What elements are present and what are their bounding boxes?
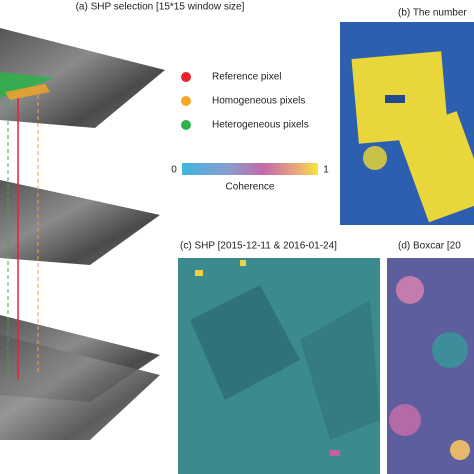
panel-title: (b) The number — [398, 8, 467, 19]
panel-title: (a) SHP selection [15*15 window size] — [76, 2, 245, 13]
colorbar-label: Coherence — [226, 182, 275, 193]
legend-label: Homogeneous pixels — [212, 96, 305, 107]
legend-marker — [181, 120, 191, 130]
image-layer — [0, 28, 165, 128]
image-layer — [0, 180, 160, 265]
colorbar — [182, 163, 318, 175]
colorbar-tick: 0 — [171, 165, 177, 176]
image-b — [340, 22, 474, 225]
legend-marker — [181, 72, 191, 82]
legend-marker — [181, 96, 191, 106]
image-d — [387, 258, 474, 474]
image-c — [178, 258, 380, 474]
image-stack — [0, 28, 165, 440]
panel-title: (d) Boxcar [20 — [398, 241, 461, 252]
legend-label: Heterogeneous pixels — [212, 120, 309, 131]
legend-label: Reference pixel — [212, 72, 281, 83]
legend: Reference pixel Homogeneous pixels Heterog… — [181, 72, 309, 131]
window — [5, 84, 50, 100]
image-layer — [0, 335, 160, 440]
colorbar-tick: 1 — [323, 165, 329, 176]
panel-title: (c) SHP [2015-12-11 & 2016-01-24] — [180, 241, 337, 252]
